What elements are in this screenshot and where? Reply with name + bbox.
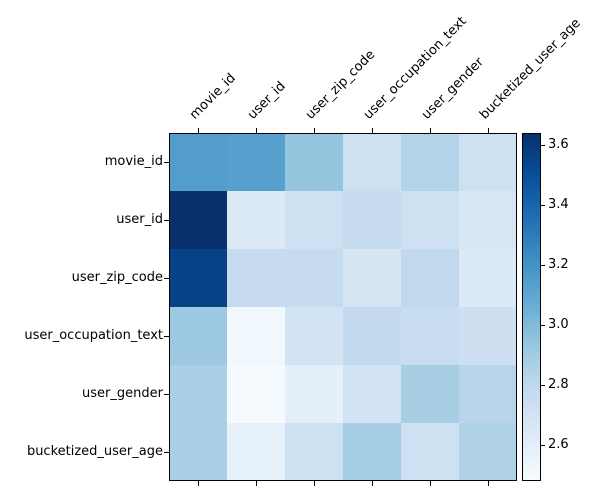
tick-mark bbox=[164, 278, 169, 279]
heatmap-cell bbox=[169, 423, 227, 481]
colorbar-tick-mark bbox=[541, 145, 545, 146]
colorbar-tick-mark bbox=[541, 445, 545, 446]
heatmap-cell bbox=[227, 133, 285, 191]
colorbar-tick-label: 3.0 bbox=[548, 317, 569, 332]
heatmap-cell bbox=[227, 423, 285, 481]
tick-mark bbox=[256, 128, 257, 133]
heatmap-cell bbox=[343, 307, 401, 365]
colorbar-tick-label: 3.4 bbox=[548, 197, 569, 212]
heatmap-cell bbox=[459, 365, 517, 423]
tick-mark bbox=[314, 481, 315, 486]
heatmap-cell bbox=[343, 191, 401, 249]
tick-mark bbox=[164, 220, 169, 221]
heatmap-cell bbox=[459, 249, 517, 307]
tick-mark bbox=[314, 128, 315, 133]
heatmap-cell bbox=[227, 191, 285, 249]
tick-mark bbox=[488, 481, 489, 486]
col-label: movie_id bbox=[186, 70, 239, 123]
heatmap-cell bbox=[401, 249, 459, 307]
heatmap-cell bbox=[343, 133, 401, 191]
tick-mark bbox=[164, 336, 169, 337]
col-label: bucketized_user_age bbox=[476, 15, 584, 123]
heatmap-cell bbox=[459, 133, 517, 191]
tick-mark bbox=[430, 481, 431, 486]
tick-mark bbox=[198, 128, 199, 133]
heatmap-cell bbox=[459, 191, 517, 249]
row-label: bucketized_user_age bbox=[26, 444, 163, 459]
colorbar-tick-label: 2.8 bbox=[548, 377, 569, 392]
heatmap-cell bbox=[169, 307, 227, 365]
heatmap-cell bbox=[285, 133, 343, 191]
tick-mark bbox=[198, 481, 199, 486]
heatmap-cell bbox=[401, 423, 459, 481]
heatmap-cell bbox=[401, 365, 459, 423]
row-label: movie_id bbox=[104, 154, 163, 169]
colorbar-tick-mark bbox=[541, 385, 545, 386]
colorbar-tick-label: 3.6 bbox=[548, 137, 569, 152]
colorbar-tick-mark bbox=[541, 205, 545, 206]
row-label: user_zip_code bbox=[71, 270, 163, 285]
colorbar-tick-mark bbox=[541, 265, 545, 266]
heatmap-cell bbox=[401, 191, 459, 249]
tick-mark bbox=[372, 128, 373, 133]
heatmap-cell bbox=[227, 365, 285, 423]
heatmap-cell bbox=[169, 133, 227, 191]
heatmap-cell bbox=[227, 307, 285, 365]
heatmap-cell bbox=[169, 365, 227, 423]
heatmap-cell bbox=[285, 249, 343, 307]
heatmap-cell bbox=[285, 191, 343, 249]
tick-mark bbox=[430, 128, 431, 133]
colorbar bbox=[522, 133, 541, 481]
heatmap-cell bbox=[343, 365, 401, 423]
tick-mark bbox=[164, 394, 169, 395]
heatmap-cell bbox=[169, 191, 227, 249]
heatmap-cell bbox=[227, 249, 285, 307]
heatmap-cell bbox=[285, 423, 343, 481]
row-label: user_id bbox=[116, 212, 163, 227]
heatmap-cell bbox=[343, 423, 401, 481]
heatmap-cell bbox=[401, 307, 459, 365]
tick-mark bbox=[164, 452, 169, 453]
heatmap-cell bbox=[285, 307, 343, 365]
row-label: user_gender bbox=[82, 386, 163, 401]
row-label: user_occupation_text bbox=[24, 328, 163, 343]
colorbar-tick-mark bbox=[541, 325, 545, 326]
col-label: user_occupation_text bbox=[360, 13, 470, 123]
heatmap-cell bbox=[285, 365, 343, 423]
heatmap-cell bbox=[401, 133, 459, 191]
colorbar-tick-label: 2.6 bbox=[548, 437, 569, 452]
tick-mark bbox=[164, 162, 169, 163]
col-label: user_id bbox=[244, 78, 289, 123]
heatmap-cell bbox=[343, 249, 401, 307]
heatmap-cell bbox=[169, 249, 227, 307]
colorbar-tick-label: 3.2 bbox=[548, 257, 569, 272]
heatmap-cell bbox=[459, 423, 517, 481]
heatmap bbox=[169, 133, 517, 481]
tick-mark bbox=[256, 481, 257, 486]
heatmap-cell bbox=[459, 307, 517, 365]
tick-mark bbox=[372, 481, 373, 486]
tick-mark bbox=[488, 128, 489, 133]
